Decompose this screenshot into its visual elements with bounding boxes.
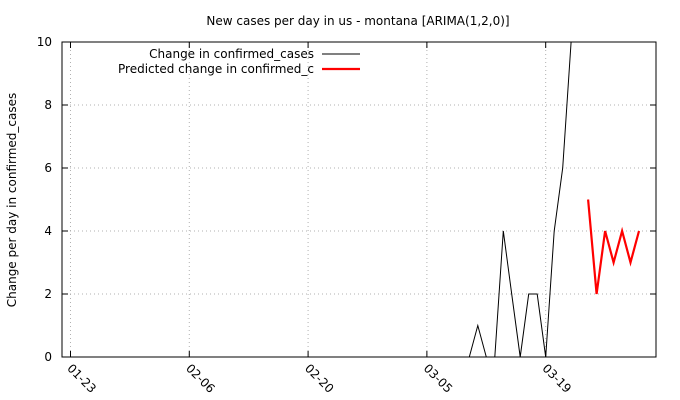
- y-tick-label: 4: [44, 224, 52, 238]
- y-axis-label: Change per day in confirmed_cases: [5, 93, 19, 308]
- y-tick-label: 6: [44, 161, 52, 175]
- predicted-series-line: [587, 199, 641, 295]
- axis-ticks: 0 2 4 6 8 10 01-23 02-06 02-20 03-05 03-19: [37, 35, 656, 396]
- x-tick-label: 02-20: [302, 361, 337, 396]
- actual-series-line: [468, 41, 572, 358]
- plot-frame: [61, 41, 657, 358]
- x-tick-label: 02-06: [183, 361, 218, 396]
- y-tick-label: 8: [44, 98, 52, 112]
- grid: [62, 42, 656, 357]
- x-tick-label: 03-05: [421, 361, 456, 396]
- legend-label-predicted: Predicted change in confirmed_c: [118, 62, 314, 76]
- x-tick-label: 01-23: [64, 361, 99, 396]
- chart-title: New cases per day in us - montana [ARIMA…: [206, 14, 509, 28]
- x-tick-label: 03-19: [540, 361, 575, 396]
- y-tick-label: 10: [37, 35, 52, 49]
- legend-label-actual: Change in confirmed_cases: [149, 47, 314, 61]
- y-tick-label: 0: [44, 350, 52, 364]
- series-lines: [468, 41, 641, 358]
- y-tick-label: 2: [44, 287, 52, 301]
